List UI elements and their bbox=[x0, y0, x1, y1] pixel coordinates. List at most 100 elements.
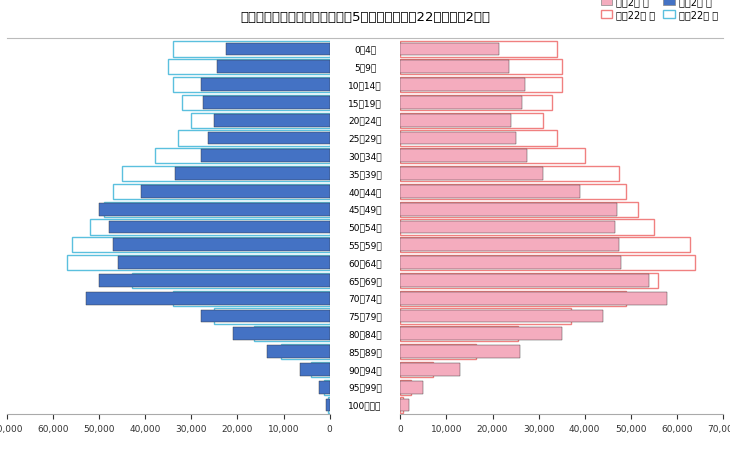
Text: 青森県の人口ピラミッド（年齢5歳ごと）～平成22年・令和2年～: 青森県の人口ピラミッド（年齢5歳ごと）～平成22年・令和2年～ bbox=[240, 11, 490, 25]
Bar bbox=[401, 60, 561, 75]
Bar bbox=[401, 131, 557, 146]
Text: 5～9歳: 5～9歳 bbox=[354, 63, 376, 72]
Text: 85～89歳: 85～89歳 bbox=[348, 347, 382, 356]
Text: 80～84歳: 80～84歳 bbox=[348, 329, 382, 339]
Text: 35～39歳: 35～39歳 bbox=[348, 170, 382, 179]
Bar bbox=[401, 150, 527, 163]
Text: 95～99歳: 95～99歳 bbox=[348, 383, 382, 392]
Bar bbox=[85, 292, 329, 305]
Bar bbox=[401, 97, 523, 110]
Bar bbox=[299, 363, 329, 376]
Bar bbox=[401, 186, 580, 198]
Bar bbox=[401, 220, 653, 235]
Bar bbox=[401, 115, 511, 127]
Bar bbox=[401, 43, 499, 56]
Bar bbox=[401, 363, 461, 376]
Bar bbox=[401, 398, 403, 413]
Bar bbox=[401, 42, 557, 57]
Bar bbox=[401, 291, 626, 306]
Bar bbox=[155, 149, 329, 164]
Text: 15～19歳: 15～19歳 bbox=[348, 99, 382, 108]
Bar bbox=[109, 221, 329, 234]
Bar bbox=[104, 202, 329, 217]
Bar bbox=[401, 273, 658, 288]
Bar bbox=[401, 149, 585, 164]
Bar bbox=[113, 184, 329, 199]
Bar bbox=[401, 168, 543, 181]
Bar bbox=[401, 381, 423, 394]
Bar bbox=[401, 328, 561, 340]
Legend: 令和2年 女, 平成22年 女, 令和2年 男, 平成22年 男: 令和2年 女, 平成22年 女, 令和2年 男, 平成22年 男 bbox=[601, 0, 718, 20]
Bar bbox=[401, 239, 619, 252]
Text: 70～74歳: 70～74歳 bbox=[348, 294, 382, 303]
Text: 10～14歳: 10～14歳 bbox=[348, 81, 382, 90]
Bar bbox=[401, 257, 621, 269]
Bar bbox=[267, 345, 329, 358]
Bar bbox=[201, 79, 329, 92]
Bar bbox=[401, 78, 561, 93]
Bar bbox=[401, 202, 637, 217]
Bar bbox=[401, 344, 477, 359]
Bar bbox=[91, 220, 329, 235]
Bar bbox=[311, 362, 329, 377]
Bar bbox=[141, 186, 329, 198]
Bar bbox=[175, 168, 329, 181]
Bar bbox=[173, 78, 329, 93]
Bar bbox=[201, 150, 329, 163]
Bar bbox=[191, 113, 329, 128]
Bar bbox=[207, 132, 329, 145]
Bar bbox=[401, 238, 691, 253]
Text: 90～94歳: 90～94歳 bbox=[348, 365, 382, 374]
Bar bbox=[401, 310, 603, 323]
Bar bbox=[401, 61, 509, 74]
Bar bbox=[401, 274, 649, 287]
Text: 65～69歳: 65～69歳 bbox=[348, 276, 382, 285]
Bar bbox=[201, 310, 329, 323]
Bar bbox=[401, 327, 518, 342]
Bar bbox=[401, 221, 615, 234]
Bar bbox=[233, 328, 329, 340]
Bar bbox=[131, 273, 329, 288]
Text: 60～64歳: 60～64歳 bbox=[348, 258, 382, 268]
Bar bbox=[401, 309, 571, 324]
Text: 20～24歳: 20～24歳 bbox=[348, 116, 382, 126]
Bar bbox=[401, 399, 409, 412]
Bar bbox=[173, 291, 329, 306]
Bar bbox=[67, 256, 329, 271]
Bar bbox=[401, 256, 695, 271]
Bar bbox=[320, 381, 329, 394]
Bar bbox=[182, 96, 329, 111]
Bar bbox=[215, 115, 329, 127]
Bar bbox=[401, 132, 515, 145]
Bar bbox=[253, 327, 329, 342]
Bar bbox=[173, 42, 329, 57]
Bar bbox=[324, 380, 329, 395]
Text: 0～4歳: 0～4歳 bbox=[354, 46, 376, 54]
Text: 25～29歳: 25～29歳 bbox=[348, 134, 382, 143]
Bar bbox=[203, 97, 329, 110]
Bar bbox=[401, 345, 520, 358]
Bar bbox=[401, 292, 667, 305]
Bar bbox=[328, 398, 329, 413]
Bar bbox=[217, 61, 329, 74]
Bar bbox=[401, 184, 626, 199]
Bar bbox=[123, 167, 329, 182]
Bar bbox=[281, 344, 329, 359]
Bar bbox=[401, 113, 543, 128]
Bar bbox=[401, 79, 525, 92]
Bar bbox=[99, 203, 329, 216]
Text: 30～34歳: 30～34歳 bbox=[348, 152, 382, 161]
Bar bbox=[99, 274, 329, 287]
Bar bbox=[113, 239, 329, 252]
Bar bbox=[401, 362, 433, 377]
Bar bbox=[177, 131, 329, 146]
Text: 55～59歳: 55～59歳 bbox=[348, 241, 382, 250]
Bar bbox=[72, 238, 329, 253]
Bar bbox=[169, 60, 329, 75]
Text: 40～44歳: 40～44歳 bbox=[348, 187, 382, 197]
Text: 75～79歳: 75～79歳 bbox=[348, 312, 382, 321]
Bar bbox=[401, 167, 619, 182]
Bar bbox=[326, 399, 329, 412]
Bar bbox=[401, 380, 410, 395]
Bar bbox=[118, 257, 329, 269]
